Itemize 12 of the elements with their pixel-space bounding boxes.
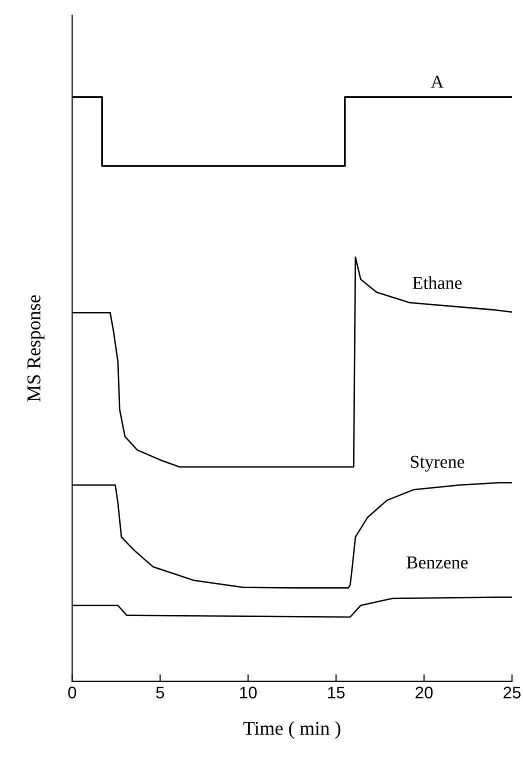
x-tick-label: 10: [240, 686, 257, 698]
x-tick-label: 5: [156, 686, 164, 698]
x-tick-label: 20: [416, 686, 433, 698]
series-label: Styrene: [410, 456, 464, 472]
series-label: A: [430, 76, 444, 88]
x-axis-title: Time ( min ): [243, 721, 340, 739]
x-tick-label: 0: [68, 686, 76, 698]
x-tick-label: 15: [328, 686, 345, 698]
series-label: Ethane: [412, 276, 462, 289]
series-label: Benzene: [406, 556, 468, 569]
x-tick-label: 25: [504, 686, 521, 698]
y-axis-title: MS Response: [27, 295, 44, 402]
